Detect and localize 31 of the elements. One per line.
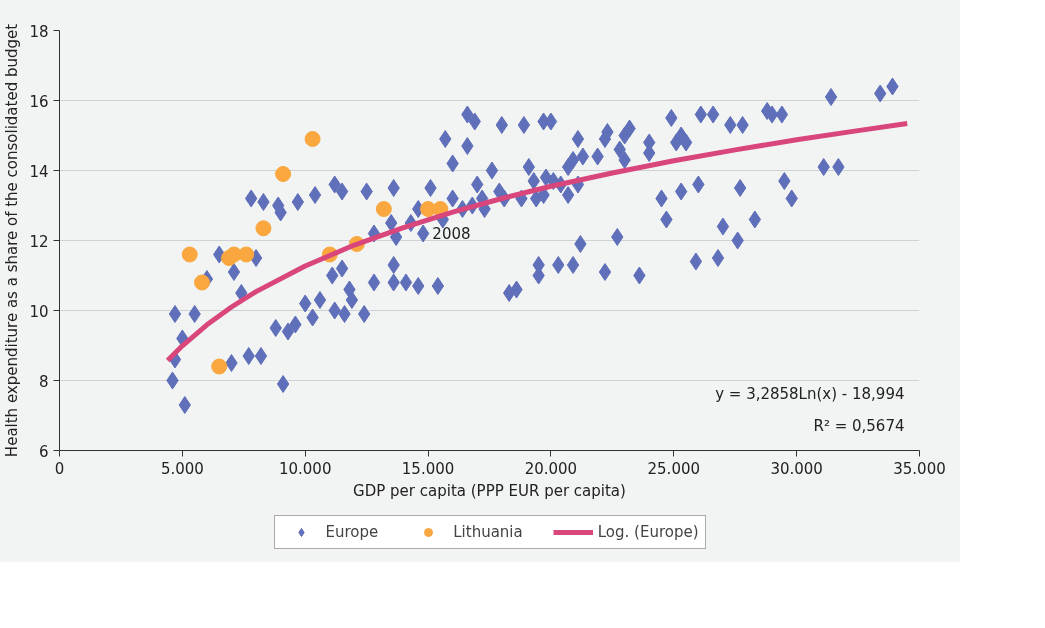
- point: [194, 274, 211, 291]
- annotation: R² = 0,5674: [813, 416, 905, 435]
- point: [275, 166, 292, 182]
- annotation: y = 3,2858Ln(x) - 18,994: [715, 384, 905, 403]
- y-tick-label: 10: [29, 302, 49, 321]
- x-tick-label: 20.000: [524, 459, 578, 478]
- x-axis-title: GDP per capita (PPP EUR per capita): [353, 481, 626, 500]
- annotation: 2008: [432, 225, 471, 243]
- point: [181, 246, 198, 263]
- x-tick-label: 10.000: [278, 459, 332, 478]
- y-tick-label: 16: [29, 92, 49, 111]
- x-tick-label: 25.000: [647, 459, 701, 478]
- x-tick-label: 5.000: [160, 459, 204, 478]
- x-tick-label: 35.000: [893, 459, 946, 478]
- y-tick-label: 8: [38, 372, 49, 391]
- y-axis-title: Health expenditure as a share of the consolidated budget: [3, 23, 22, 458]
- legend-label: Log. (Europe): [597, 523, 699, 541]
- point: [238, 246, 255, 263]
- point: [255, 220, 272, 237]
- y-tick-label: 6: [38, 442, 49, 461]
- x-tick-label: 30.000: [770, 459, 823, 478]
- x-tick-label: 0: [54, 459, 65, 478]
- point: [304, 131, 321, 147]
- x-tick-label: 15.000: [401, 459, 455, 478]
- point: [375, 201, 392, 217]
- y-tick-label: 12: [29, 232, 49, 251]
- y-tick-label: 14: [29, 162, 49, 181]
- legend-label: Europe: [325, 523, 379, 541]
- point: [211, 358, 228, 375]
- legend-label: Lithuania: [453, 523, 523, 541]
- y-tick-label: 18: [29, 22, 49, 41]
